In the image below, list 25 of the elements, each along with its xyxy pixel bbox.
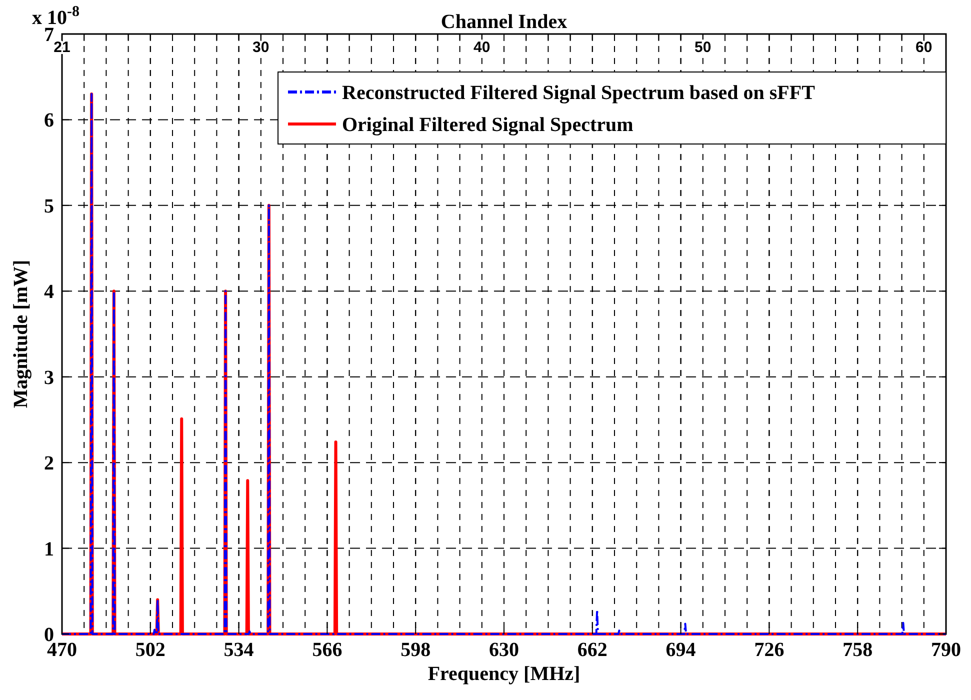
x2-tick-label: 50 xyxy=(694,39,712,56)
x2-tick-label: 30 xyxy=(252,39,270,56)
y-tick-label: 5 xyxy=(44,195,54,218)
x-tick-label: 534 xyxy=(224,639,254,661)
x2-tick-label: 40 xyxy=(474,39,490,56)
x-tick-label: 758 xyxy=(842,639,873,661)
x-tick-label: 630 xyxy=(489,639,519,661)
x-tick-label: 662 xyxy=(577,639,608,661)
y-tick-label: 6 xyxy=(44,110,54,132)
x-tick-label: 790 xyxy=(931,639,961,661)
y-tick-label: 2 xyxy=(44,452,54,475)
y-tick-label: 1 xyxy=(44,538,54,560)
x2-tick-label: 60 xyxy=(916,39,932,56)
y-axis-title: Magnitude [mW] xyxy=(10,260,32,408)
legend-label: Reconstructed Filtered Signal Spectrum based on sFFT xyxy=(342,82,816,104)
x-axis-title: Frequency [MHz] xyxy=(428,663,580,685)
x-tick-label: 694 xyxy=(666,639,696,661)
y-tick-label: 4 xyxy=(44,281,54,304)
x-tick-label: 598 xyxy=(400,639,431,661)
x-tick-label: 502 xyxy=(135,639,166,661)
x-tick-label: 566 xyxy=(312,639,342,661)
y-tick-label: 3 xyxy=(44,366,54,389)
legend-label: Original Filtered Signal Spectrum xyxy=(342,114,634,136)
x-tick-label: 726 xyxy=(754,639,784,661)
x2-axis-title: Channel Index xyxy=(440,11,568,33)
